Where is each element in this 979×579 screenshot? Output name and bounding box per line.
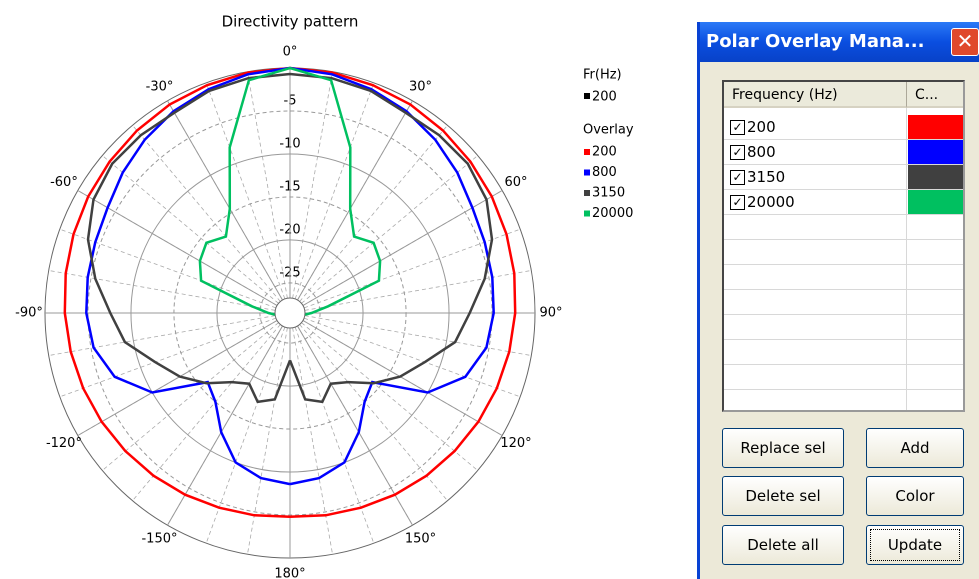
button[interactable]: Delete sel <box>722 476 844 516</box>
frequency-text: 200 <box>747 118 776 136</box>
button[interactable]: Delete all <box>722 525 844 565</box>
dialog: Polar Overlay Mana... ✕ Frequency (Hz) C..… <box>697 22 979 579</box>
angle-tick-label: -120° <box>46 436 82 451</box>
color-swatch <box>908 140 963 164</box>
angle-tick-label: -60° <box>50 175 78 190</box>
minor-spoke <box>48 270 276 311</box>
minor-spoke <box>132 125 281 302</box>
list-view: Frequency (Hz) C... ✓ 200 ✓ 800 ✓ 3150 ✓ 20000 <box>722 80 965 412</box>
legend-label: 200 <box>592 90 617 105</box>
checkbox[interactable]: ✓ <box>730 120 745 135</box>
legend-swatch <box>584 149 590 155</box>
list-row <box>724 390 963 410</box>
angle-tick-label: -30° <box>146 79 174 94</box>
angle-grid-line <box>77 190 278 306</box>
list-row <box>724 290 963 315</box>
column-divider <box>906 108 907 410</box>
color-swatch <box>908 190 963 214</box>
legend-label: 3150 <box>592 186 625 201</box>
minor-spoke <box>102 155 279 304</box>
minor-spoke <box>301 322 478 471</box>
checkbox[interactable]: ✓ <box>730 195 745 210</box>
minor-spoke <box>304 315 532 356</box>
list-row <box>724 365 963 390</box>
list-row[interactable]: ✓ 3150 <box>724 165 963 190</box>
angle-grid-line <box>297 325 413 526</box>
angle-grid-line <box>302 190 503 306</box>
minor-spoke <box>303 317 521 398</box>
angle-tick-label: 180° <box>274 567 305 579</box>
list-row[interactable]: ✓ 200 <box>724 115 963 140</box>
dialog-title: Polar Overlay Mana... <box>706 31 925 52</box>
minor-spoke <box>59 317 277 398</box>
title-bar: Polar Overlay Mana... ✕ <box>700 22 979 62</box>
chart-title: Directivity pattern <box>222 13 359 31</box>
angle-tick-label: 60° <box>505 175 528 190</box>
angle-tick-label: 0° <box>283 45 298 60</box>
chart: Directivity pattern -25-20-15-10-50°30°6… <box>15 13 634 579</box>
close-button[interactable]: ✕ <box>951 28 979 56</box>
checkbox[interactable]: ✓ <box>730 170 745 185</box>
minor-spoke <box>294 82 375 300</box>
minor-spoke <box>299 324 448 501</box>
center-circle <box>274 297 306 329</box>
minor-spoke <box>294 326 375 544</box>
checkbox[interactable]: ✓ <box>730 145 745 160</box>
angle-tick-label: 90° <box>539 306 562 321</box>
frequency-text: 20000 <box>747 193 795 211</box>
minor-spoke <box>247 327 288 555</box>
minor-spoke <box>205 82 286 300</box>
button[interactable]: Update <box>866 525 964 565</box>
minor-spoke <box>247 71 288 299</box>
series-line <box>86 72 494 404</box>
minor-spoke <box>299 125 448 302</box>
minor-spoke <box>48 315 276 356</box>
list-row[interactable]: ✓ 800 <box>724 140 963 165</box>
button[interactable]: Add <box>866 428 964 468</box>
legend-swatch <box>584 169 590 176</box>
legend-label: 800 <box>592 165 617 180</box>
list-row <box>724 265 963 290</box>
minor-spoke <box>205 326 286 544</box>
angle-grid-line <box>77 320 278 436</box>
minor-spoke <box>301 155 478 304</box>
angle-grid-line <box>167 325 283 526</box>
list-row <box>724 340 963 365</box>
button[interactable]: Color <box>866 476 964 516</box>
minor-spoke <box>102 322 279 471</box>
list-row <box>724 240 963 265</box>
frequency-text: 3150 <box>747 168 786 186</box>
minor-spoke <box>304 270 532 311</box>
column-header[interactable]: C... <box>907 82 963 108</box>
list-row <box>724 315 963 340</box>
legend-title: Fr(Hz) <box>583 68 622 83</box>
legend-label: 20000 <box>592 206 633 221</box>
legend-swatch <box>584 210 590 217</box>
minor-spoke <box>132 324 281 501</box>
legend-swatch <box>584 93 590 99</box>
angle-grid-line <box>167 100 283 301</box>
legend-label: 200 <box>592 145 617 160</box>
legend-swatch <box>584 190 590 196</box>
angle-tick-label: 30° <box>409 79 432 94</box>
frequency-text: 800 <box>747 143 776 161</box>
angle-tick-label: 120° <box>500 436 531 451</box>
list-row <box>724 215 963 240</box>
minor-spoke <box>292 71 333 299</box>
minor-spoke <box>292 327 333 555</box>
color-swatch <box>908 165 963 189</box>
angle-tick-label: -150° <box>141 532 177 547</box>
legend-title: Overlay <box>583 123 634 138</box>
angle-grid-line <box>302 320 503 436</box>
angle-grid-line <box>297 100 413 301</box>
column-header[interactable]: Frequency (Hz) <box>724 82 907 108</box>
angle-tick-label: 150° <box>405 532 436 547</box>
list-row[interactable]: ✓ 20000 <box>724 190 963 215</box>
color-swatch <box>908 115 963 139</box>
button[interactable]: Replace sel <box>722 428 844 468</box>
angle-tick-label: -90° <box>15 306 43 321</box>
